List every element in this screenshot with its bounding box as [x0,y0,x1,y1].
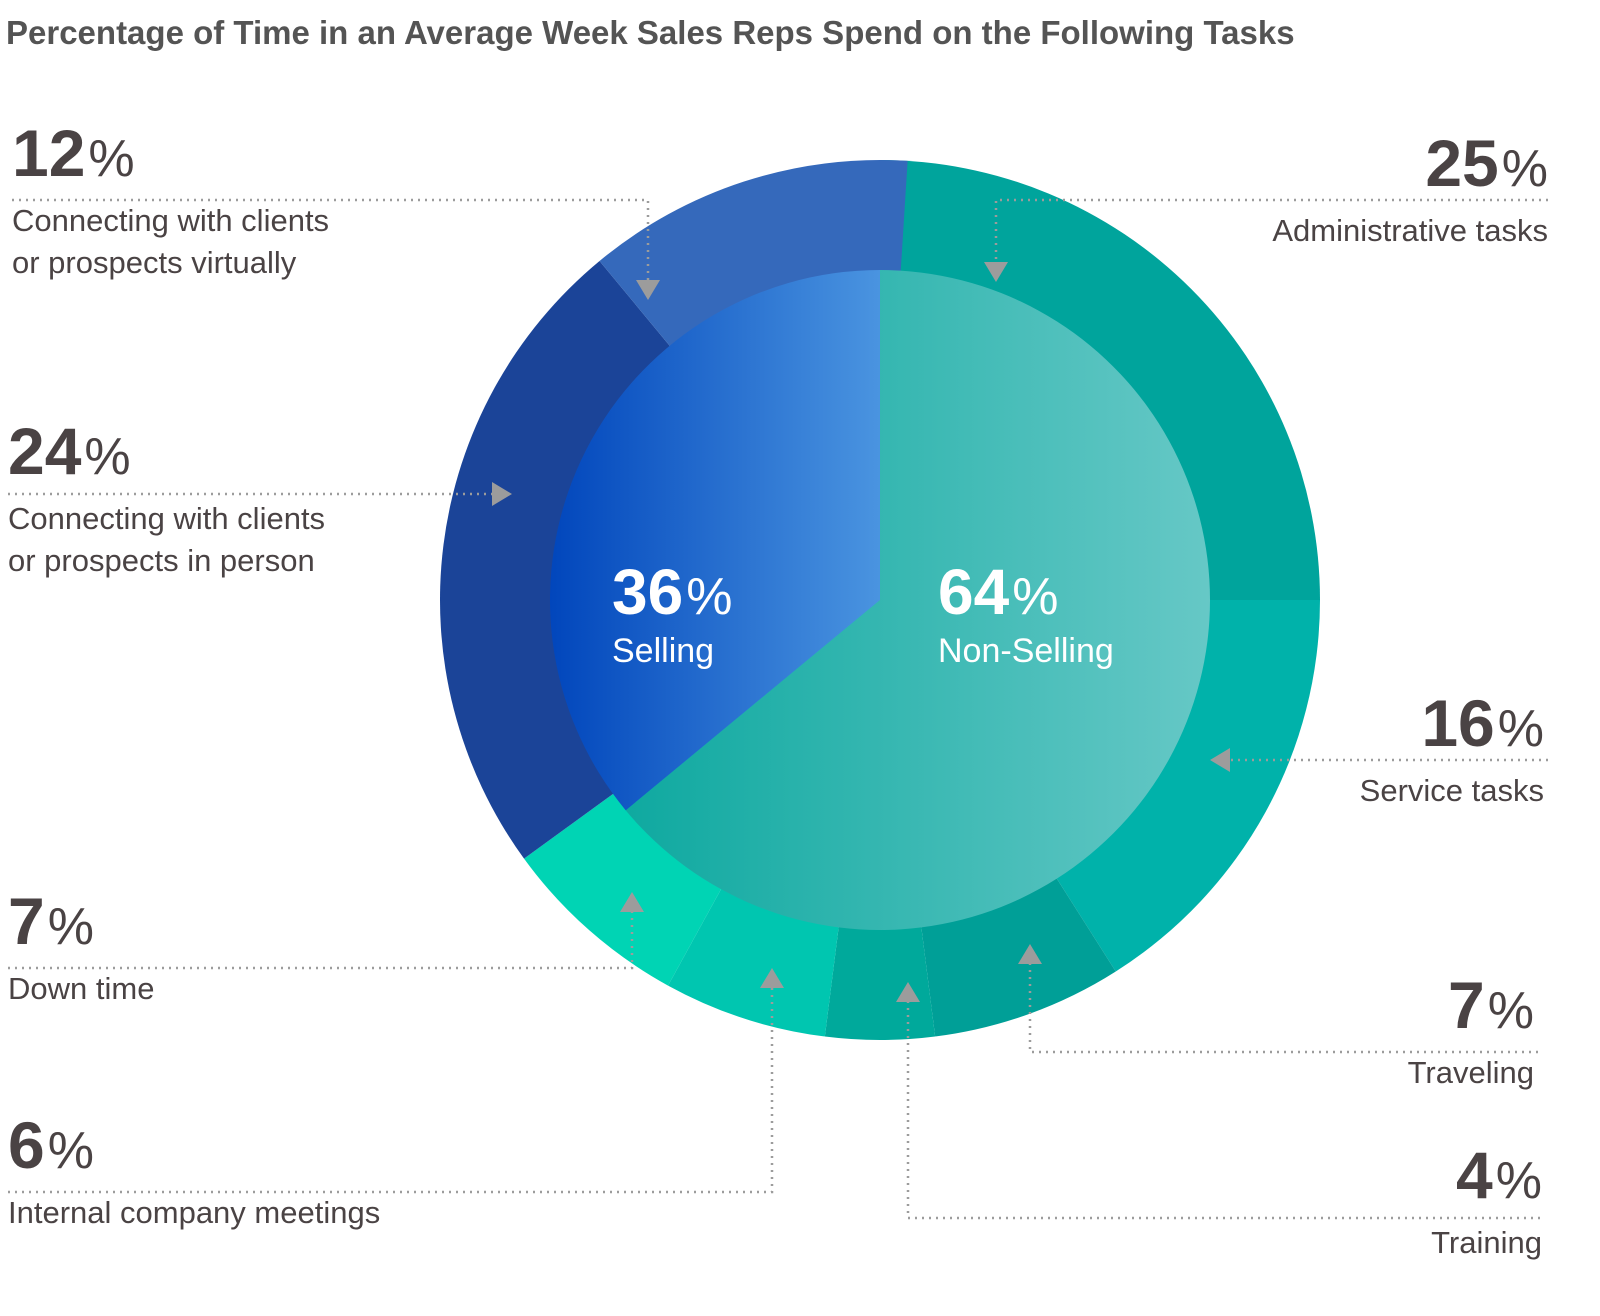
callout-unit-administrative-tasks: % [1501,140,1548,198]
callout-label-traveling: Traveling [1407,1055,1534,1090]
leader-arrow-internal-company-meetings [760,968,784,988]
callout-value-connecting-with-clients-or-prospects-virtually: 12 [12,116,86,190]
inner-value-selling: 36 [612,556,684,628]
inner-slice-non-selling [625,270,1210,930]
inner-label-nonselling: 64% Non-Selling [938,560,1114,671]
callout-value-connecting-with-clients-or-prospects-in-person: 24 [8,414,82,488]
callout-unit-connecting-with-clients-or-prospects-in-person: % [84,428,131,486]
callout-unit-internal-company-meetings: % [47,1122,94,1180]
callout-label-down-time: Down time [8,971,155,1006]
leader-arrow-connecting-with-clients-or-prospects-virtually [636,280,660,300]
callout-value-administrative-tasks: 25 [1425,126,1499,200]
leader-line-internal-company-meetings [8,988,774,1194]
callout-administrative-tasks: 25% Administrative tasks [1272,130,1548,252]
callout-unit-service-tasks: % [1497,700,1544,758]
inner-value-nonselling: 64 [938,556,1010,628]
callout-training: 4% Training [1431,1142,1542,1264]
callout-connecting-with-clients-or-prospects-in-person: 24% Connecting with clients or prospects … [8,418,325,582]
callout-percent-internal-company-meetings: 6% [8,1112,380,1184]
callout-label-internal-company-meetings: Internal company meetings [8,1195,381,1230]
inner-unit-selling: % [686,568,733,626]
callout-value-traveling: 7 [1448,968,1485,1042]
callout-value-internal-company-meetings: 6 [8,1108,45,1182]
callout-label-service-tasks: Service tasks [1359,773,1544,808]
inner-label-selling: 36% Selling [612,560,732,671]
callout-unit-traveling: % [1487,982,1534,1040]
leader-arrow-administrative-tasks [984,262,1008,282]
callout-percent-service-tasks: 16% [1360,690,1544,762]
inner-slice-selling [549,270,880,811]
callout-unit-connecting-with-clients-or-prospects-virtually: % [88,130,135,188]
callout-value-down-time: 7 [8,884,45,958]
callout-service-tasks: 16% Service tasks [1360,690,1544,812]
leader-arrow-training [896,982,920,1002]
leader-arrow-down-time [620,892,644,912]
leader-line-training [906,1002,1540,1220]
callout-label-administrative-tasks: Administrative tasks [1272,213,1548,248]
callout-percent-connecting-with-clients-or-prospects-virtually: 12% [12,120,329,192]
callout-value-service-tasks: 16 [1421,686,1495,760]
callout-percent-training: 4% [1431,1142,1542,1214]
inner-name-nonselling: Non-Selling [938,632,1114,670]
callout-traveling: 7% Traveling [1408,972,1534,1094]
leader-line-administrative-tasks [994,198,1548,262]
leader-arrow-service-tasks [1210,748,1230,772]
callout-percent-traveling: 7% [1408,972,1534,1044]
leader-line-traveling [1028,964,1538,1054]
callout-unit-training: % [1495,1152,1542,1210]
callout-percent-down-time: 7% [8,888,154,960]
leader-arrow-traveling [1018,944,1042,964]
callout-unit-down-time: % [47,898,94,956]
callout-percent-connecting-with-clients-or-prospects-in-person: 24% [8,418,325,490]
callout-label-connecting-with-clients-or-prospects-in-person: Connecting with clients or prospects in … [8,501,326,578]
callout-value-training: 4 [1456,1138,1493,1212]
callout-down-time: 7% Down time [8,888,154,1010]
callout-percent-administrative-tasks: 25% [1272,130,1548,202]
inner-unit-nonselling: % [1012,568,1059,626]
leader-line-connecting-with-clients-or-prospects-virtually [12,198,650,280]
leader-line-down-time [8,912,634,970]
inner-name-selling: Selling [612,632,715,670]
chart-title: Percentage of Time in an Average Week Sa… [6,14,1295,51]
callout-internal-company-meetings: 6% Internal company meetings [8,1112,380,1234]
leader-arrow-connecting-with-clients-or-prospects-in-person [492,482,512,506]
callout-label-training: Training [1431,1225,1542,1260]
callout-label-connecting-with-clients-or-prospects-virtually: Connecting with clients or prospects vir… [12,203,330,280]
callout-connecting-with-clients-or-prospects-virtually: 12% Connecting with clients or prospects … [12,120,329,284]
